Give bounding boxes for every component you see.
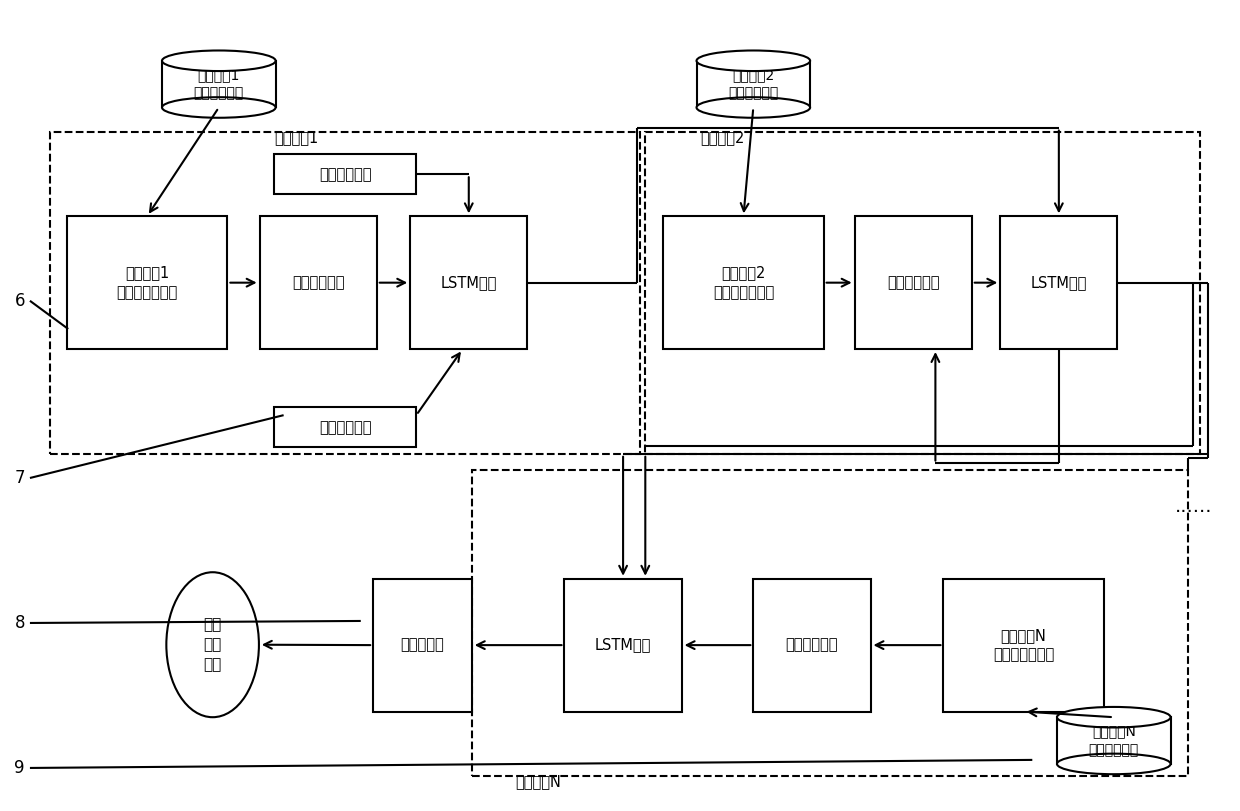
Text: 后处理子模型: 后处理子模型 <box>786 637 838 653</box>
Bar <box>697 61 810 108</box>
FancyBboxPatch shape <box>944 579 1104 711</box>
Ellipse shape <box>1056 707 1171 727</box>
Text: 输出
质量
特征: 输出 质量 特征 <box>203 617 222 672</box>
Ellipse shape <box>162 97 275 118</box>
Text: LSTM单元: LSTM单元 <box>595 637 651 653</box>
Text: 工位步骤1
质量预测子模型: 工位步骤1 质量预测子模型 <box>117 265 177 300</box>
FancyBboxPatch shape <box>564 579 682 711</box>
Text: 后处理子模型: 后处理子模型 <box>887 275 940 290</box>
FancyBboxPatch shape <box>259 217 377 349</box>
Ellipse shape <box>166 573 259 717</box>
Bar <box>1056 717 1171 764</box>
Text: LSTM单元: LSTM单元 <box>440 275 497 290</box>
FancyBboxPatch shape <box>67 217 227 349</box>
Text: 工位步骤N
质量预测子模型: 工位步骤N 质量预测子模型 <box>993 628 1054 663</box>
Text: 初始隐藏状态: 初始隐藏状态 <box>319 420 372 435</box>
Bar <box>162 61 275 108</box>
Ellipse shape <box>1056 753 1171 775</box>
FancyBboxPatch shape <box>274 407 417 448</box>
Text: 7: 7 <box>15 469 25 487</box>
Text: 8: 8 <box>15 614 25 632</box>
Ellipse shape <box>162 50 275 71</box>
Ellipse shape <box>697 50 810 71</box>
FancyBboxPatch shape <box>663 217 823 349</box>
FancyBboxPatch shape <box>1001 217 1117 349</box>
Text: 工位步骤2
质量预测子模型: 工位步骤2 质量预测子模型 <box>713 265 774 300</box>
Text: LSTM单元: LSTM单元 <box>1030 275 1087 290</box>
Text: 工位步骤2: 工位步骤2 <box>701 131 744 146</box>
Text: 6: 6 <box>15 292 25 310</box>
FancyBboxPatch shape <box>274 154 417 195</box>
Text: ......: ...... <box>1176 496 1213 516</box>
Text: 终处理模型: 终处理模型 <box>401 637 444 653</box>
FancyBboxPatch shape <box>410 217 527 349</box>
Text: 工位步骤1
工艺过程参数: 工位步骤1 工艺过程参数 <box>193 68 244 101</box>
Text: 工位步骤N: 工位步骤N <box>515 775 560 789</box>
Text: 9: 9 <box>15 759 25 777</box>
FancyBboxPatch shape <box>754 579 870 711</box>
Ellipse shape <box>697 97 810 118</box>
Text: 初始单元状态: 初始单元状态 <box>319 167 372 182</box>
Text: 后处理子模型: 后处理子模型 <box>291 275 345 290</box>
Text: 工位步骤1: 工位步骤1 <box>274 131 319 146</box>
FancyBboxPatch shape <box>373 579 472 711</box>
Text: 工位步骤2
工艺过程参数: 工位步骤2 工艺过程参数 <box>728 68 779 101</box>
FancyBboxPatch shape <box>854 217 972 349</box>
Text: 工位步骤N
工艺过程参数: 工位步骤N 工艺过程参数 <box>1089 724 1138 757</box>
